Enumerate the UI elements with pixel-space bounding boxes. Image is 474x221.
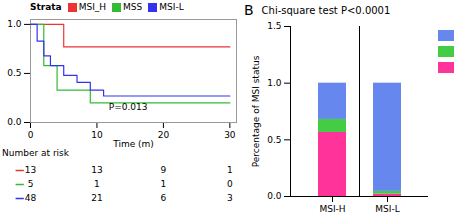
svg-text:13: 13 <box>91 165 102 175</box>
html-text:B: B <box>244 2 254 18</box>
svg-text:30: 30 <box>224 130 236 140</box>
svg-text:48: 48 <box>25 193 37 203</box>
svg-text:5: 5 <box>28 179 34 189</box>
svg-text:0: 0 <box>227 179 233 189</box>
svg-text:P=0.013: P=0.013 <box>109 102 148 112</box>
svg-text:3: 3 <box>227 193 233 203</box>
svg-text:1: 1 <box>161 179 167 189</box>
html-text:Chi-square test P<0.0001: Chi-square test P<0.0001 <box>261 5 391 16</box>
svg-text:0.5: 0.5 <box>7 68 21 78</box>
svg-text:MSI-L: MSI-L <box>375 204 399 214</box>
svg-text:1.0: 1.0 <box>7 19 22 29</box>
svg-text:MSI-H: MSI-H <box>319 204 345 214</box>
svg-text:13: 13 <box>25 165 36 175</box>
svg-text:1.5: 1.5 <box>267 21 281 31</box>
svg-text:6: 6 <box>161 193 167 203</box>
svg-text:21: 21 <box>91 193 102 203</box>
svg-text:0: 0 <box>28 130 34 140</box>
svg-text:Time (m): Time (m) <box>112 139 154 149</box>
html-text:Number at risk: Number at risk <box>2 148 69 158</box>
svg-text:0.0: 0.0 <box>267 191 282 201</box>
html-text:MSI_H: MSI_H <box>78 1 107 12</box>
svg-text:0.5: 0.5 <box>267 135 281 145</box>
html-text:MSS: MSS <box>123 1 143 12</box>
svg-text:10: 10 <box>91 130 103 140</box>
html-text:Strata: Strata <box>30 1 62 12</box>
svg-text:20: 20 <box>158 130 170 140</box>
svg-text:1: 1 <box>227 165 233 175</box>
svg-text:1: 1 <box>94 179 100 189</box>
svg-text:9: 9 <box>161 165 167 175</box>
svg-text:0.0: 0.0 <box>7 117 22 127</box>
svg-text:1.0: 1.0 <box>267 78 282 88</box>
svg-text:Percentage of MSI status: Percentage of MSI status <box>251 55 261 167</box>
html-text:MSI-L: MSI-L <box>159 1 184 12</box>
